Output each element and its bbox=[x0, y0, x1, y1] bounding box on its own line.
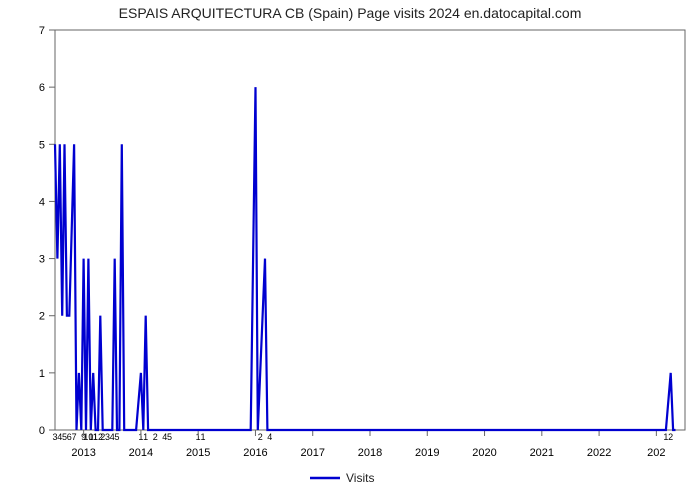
x-year-label: 2020 bbox=[472, 447, 496, 459]
y-tick-label: 0 bbox=[39, 425, 45, 437]
y-tick-label: 1 bbox=[39, 368, 45, 380]
x-year-label: 2021 bbox=[530, 447, 554, 459]
x-sub-label: 2 bbox=[153, 432, 158, 442]
y-tick-label: 6 bbox=[39, 82, 45, 94]
chart-title: ESPAIS ARQUITECTURA CB (Spain) Page visi… bbox=[119, 5, 582, 21]
y-tick-label: 5 bbox=[39, 139, 45, 151]
y-tick-label: 3 bbox=[39, 254, 45, 266]
x-sub-label: 7 bbox=[72, 432, 77, 442]
x-sub-label: 5 bbox=[167, 432, 172, 442]
x-sub-label: 1 bbox=[200, 432, 205, 442]
x-year-label: 2022 bbox=[587, 447, 611, 459]
x-year-label: 2015 bbox=[186, 447, 210, 459]
x-sub-label: 5 bbox=[115, 432, 120, 442]
x-sub-label: 4 bbox=[267, 432, 272, 442]
x-year-label: 2018 bbox=[358, 447, 382, 459]
x-year-label: 2016 bbox=[243, 447, 267, 459]
x-sub-label: 2 bbox=[668, 432, 673, 442]
y-tick-label: 7 bbox=[39, 25, 45, 37]
chart-svg: ESPAIS ARQUITECTURA CB (Spain) Page visi… bbox=[0, 0, 700, 500]
x-year-label: 2013 bbox=[71, 447, 95, 459]
y-tick-label: 4 bbox=[39, 196, 45, 208]
x-year-label: 2014 bbox=[129, 447, 153, 459]
y-tick-label: 2 bbox=[39, 311, 45, 323]
x-year-label: 2019 bbox=[415, 447, 439, 459]
x-sub-label: 2 bbox=[258, 432, 263, 442]
legend-label: Visits bbox=[346, 471, 374, 485]
x-sub-label: 1 bbox=[143, 432, 148, 442]
x-year-label: 202 bbox=[647, 447, 665, 459]
chart-bg bbox=[0, 0, 700, 500]
x-year-label: 2017 bbox=[300, 447, 324, 459]
visits-line-chart: ESPAIS ARQUITECTURA CB (Spain) Page visi… bbox=[0, 0, 700, 500]
